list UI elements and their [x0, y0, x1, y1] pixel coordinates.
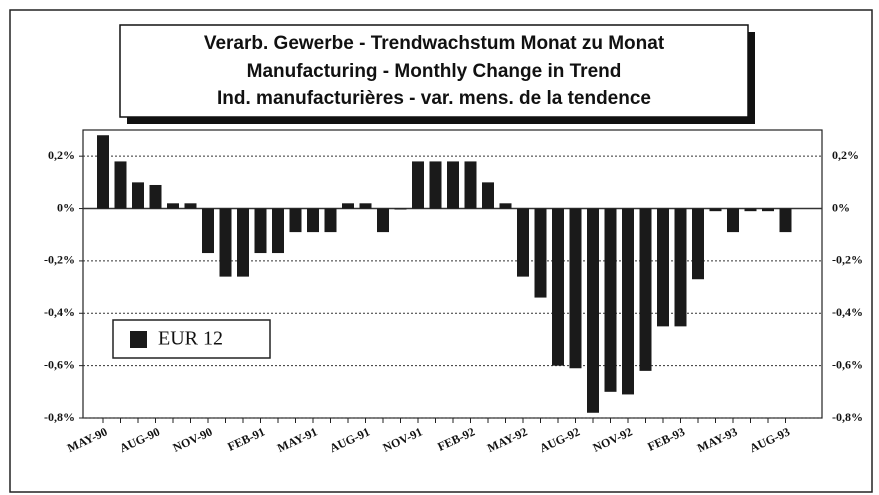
y-tick-label: -0,2%: [44, 253, 75, 267]
bar: [359, 203, 372, 209]
y2-tick-label: 0,2%: [832, 148, 859, 162]
chart-title: Manufacturing - Monthly Change in Trend: [247, 61, 622, 82]
y-tick-label: -0,4%: [44, 305, 75, 319]
bar: [394, 208, 407, 210]
x-tick-label: NOV-92: [591, 425, 635, 455]
x-tick-label: FEB-93: [645, 425, 687, 454]
x-tick-label: MAY-92: [485, 425, 529, 456]
bar: [429, 161, 442, 209]
y-tick-label: 0%: [57, 200, 75, 214]
x-tick-label: MAY-93: [695, 425, 739, 456]
bar: [709, 208, 722, 212]
y2-tick-label: -0,8%: [832, 410, 863, 424]
bar: [727, 208, 739, 233]
bar: [324, 208, 337, 233]
legend-swatch: [130, 331, 147, 348]
bar: [657, 208, 669, 327]
x-tick-label: MAY-90: [65, 425, 109, 456]
y-tick-label: -0,8%: [44, 410, 75, 424]
bar: [692, 208, 704, 280]
bar: [272, 208, 284, 254]
bar: [219, 208, 232, 277]
bar: [289, 208, 302, 233]
y2-tick-label: -0,6%: [832, 357, 863, 371]
y2-tick-label: -0,2%: [832, 253, 863, 267]
bar: [499, 203, 512, 209]
x-tick-label: AUG-92: [537, 425, 582, 456]
bar: [639, 208, 652, 371]
title-box: [119, 24, 749, 118]
bar: [534, 208, 547, 298]
bar: [184, 203, 197, 209]
bar: [604, 208, 617, 392]
bar: [517, 208, 529, 277]
x-tick-label: AUG-93: [747, 425, 792, 456]
bar: [377, 208, 389, 233]
x-tick-label: NOV-91: [381, 425, 425, 455]
y2-tick-label: -0,4%: [832, 305, 863, 319]
bar: [744, 208, 757, 212]
bar: [464, 161, 477, 209]
bar: [762, 208, 774, 212]
legend-label: EUR 12: [158, 328, 223, 350]
x-tick-label: FEB-92: [435, 425, 477, 454]
bar: [114, 161, 127, 209]
chart-title: Ind. manufacturières - var. mens. de la …: [217, 88, 651, 109]
bar: [412, 161, 424, 209]
x-tick-label: AUG-91: [327, 425, 372, 456]
chart-title: Verarb. Gewerbe - Trendwachstum Monat zu…: [204, 33, 665, 54]
bar: [482, 182, 494, 209]
y-tick-label: -0,6%: [44, 357, 75, 371]
bar: [149, 184, 162, 209]
bar: [779, 208, 792, 233]
bar: [254, 208, 267, 254]
bar: [237, 208, 249, 277]
y-tick-label: 0,2%: [48, 148, 75, 162]
x-tick-label: MAY-91: [275, 425, 319, 456]
frame: [9, 9, 873, 493]
bar: [674, 208, 687, 327]
x-tick-label: FEB-91: [225, 425, 267, 454]
bar: [342, 203, 354, 209]
bar: [587, 208, 599, 413]
x-tick-label: AUG-90: [117, 425, 162, 456]
bar: [622, 208, 634, 395]
bar: [167, 203, 179, 209]
bar: [447, 161, 459, 209]
bar: [307, 208, 319, 233]
bar: [569, 208, 582, 369]
y2-tick-label: 0%: [832, 200, 850, 214]
bar: [202, 208, 214, 254]
bar: [552, 208, 564, 366]
bar: [97, 135, 109, 209]
x-tick-label: NOV-90: [171, 425, 215, 455]
bar: [132, 182, 144, 209]
